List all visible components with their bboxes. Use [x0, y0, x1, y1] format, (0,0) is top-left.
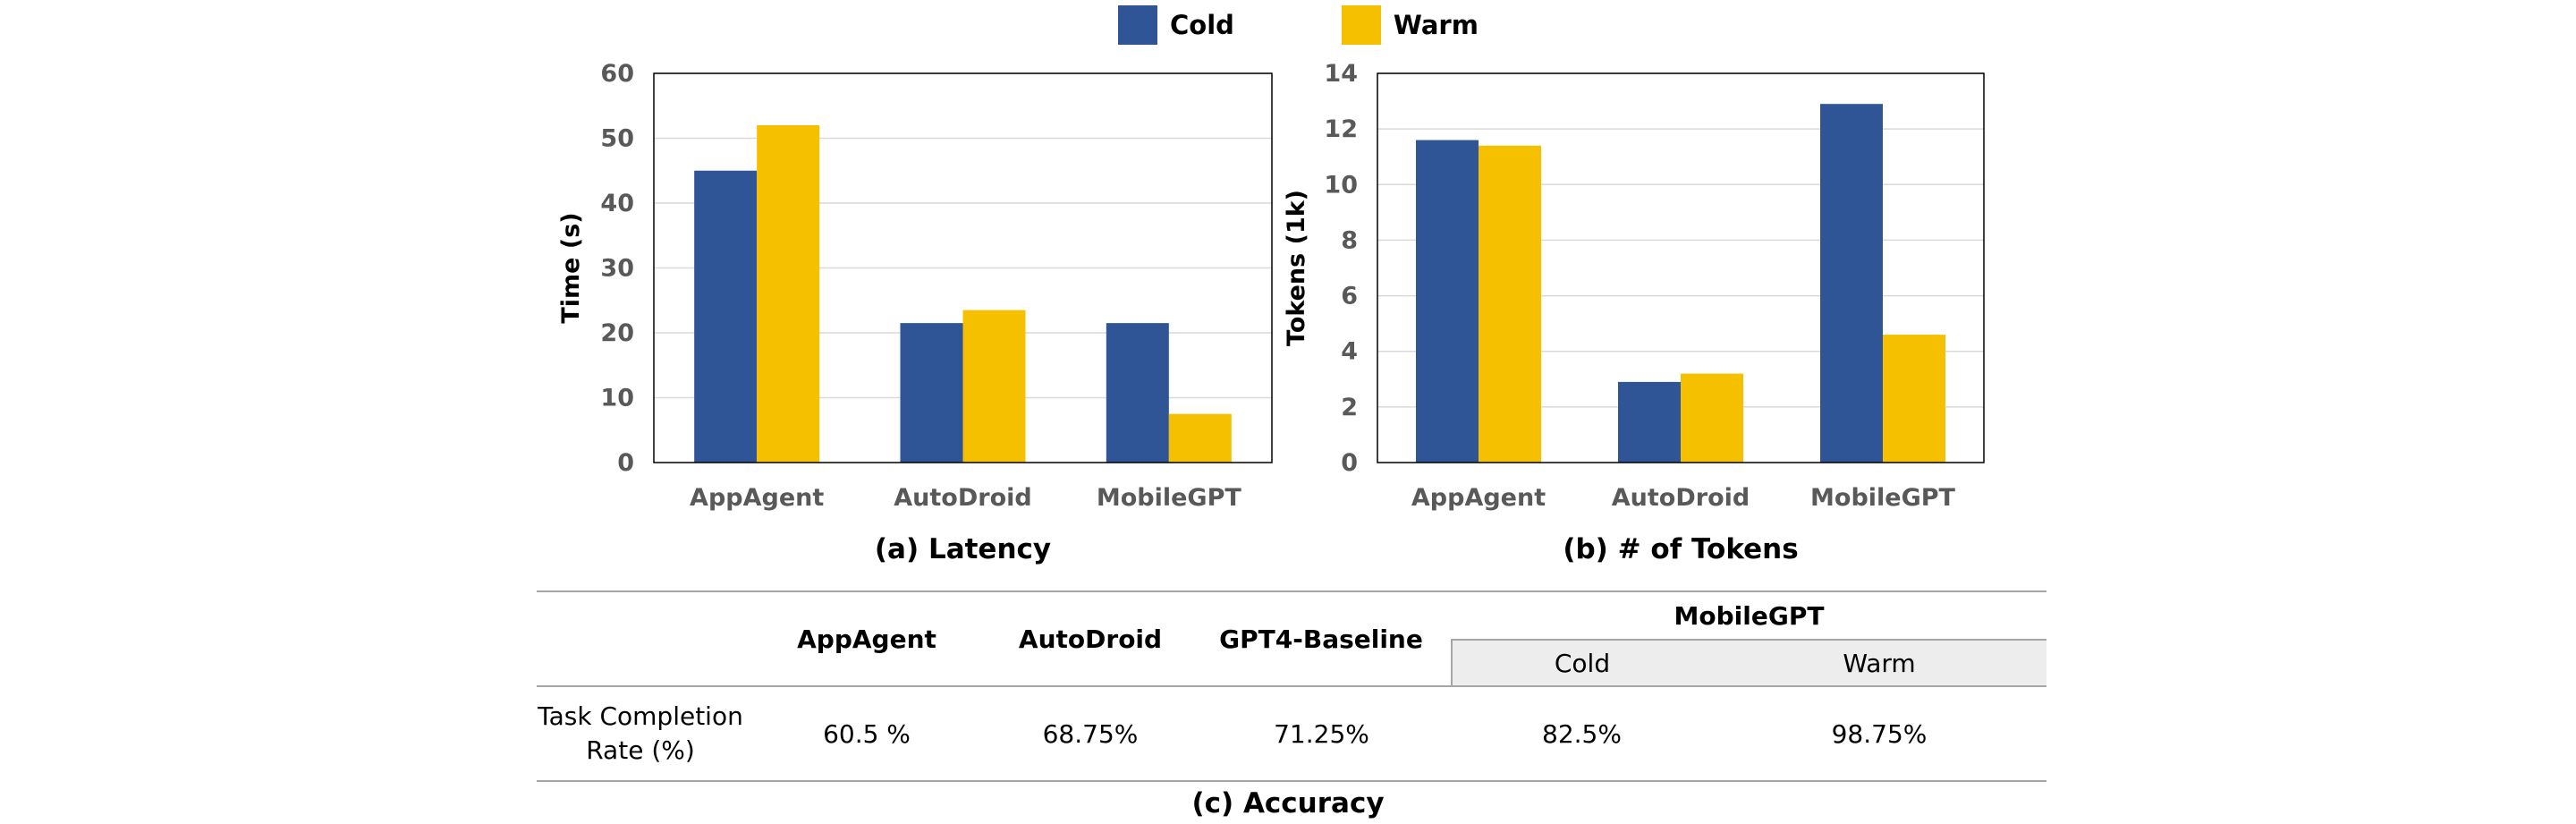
- plot-frame: [653, 72, 1273, 463]
- value-mobilegpt-cold: 82.5%: [1452, 686, 1712, 782]
- bar-warm-mobilegpt: [1883, 335, 1945, 463]
- x-tick-label: MobileGPT: [1097, 484, 1242, 512]
- bar-cold-autodroid: [900, 323, 963, 463]
- bar-cold-mobilegpt: [1820, 104, 1883, 463]
- y-tick-label: 2: [1341, 394, 1358, 421]
- bar-warm-appagent: [757, 125, 820, 463]
- legend-item-warm: Warm: [1341, 5, 1479, 45]
- y-tick-label: 0: [1341, 449, 1358, 477]
- value-appagent: 60.5 %: [744, 686, 989, 782]
- header-appagent: AppAgent: [744, 590, 989, 687]
- legend-label-warm: Warm: [1393, 10, 1479, 40]
- x-tick-label: AppAgent: [690, 484, 824, 512]
- accuracy-caption: (c) Accuracy: [1191, 787, 1385, 820]
- bar-warm-appagent: [1479, 145, 1541, 463]
- x-tick-label: MobileGPT: [1810, 484, 1956, 512]
- row-label-line1: Task Completion: [538, 701, 743, 731]
- table-subheader-row: Cold Warm: [537, 640, 2046, 687]
- y-axis-label: Time (s): [557, 212, 585, 323]
- y-tick-label: 40: [600, 190, 634, 217]
- y-tick-label: 8: [1341, 226, 1358, 254]
- row-label: Task Completion Rate (%): [537, 686, 744, 782]
- x-tick-label: AutoDroid: [1612, 484, 1750, 512]
- y-tick-label: 20: [600, 319, 634, 347]
- bar-cold-appagent: [1416, 140, 1479, 463]
- y-tick-label: 60: [600, 60, 634, 88]
- bar-cold-autodroid: [1618, 381, 1681, 463]
- legend-swatch-warm: [1341, 5, 1381, 45]
- x-tick-label: AutoDroid: [894, 484, 1031, 512]
- table-row: Task Completion Rate (%) 60.5 % 68.75% 7…: [537, 686, 2046, 782]
- value-autodroid: 68.75%: [989, 686, 1191, 782]
- value-gpt4-baseline: 71.25%: [1191, 686, 1452, 782]
- y-tick-label: 0: [617, 449, 634, 477]
- tokens-chart: 0 2 4 6 8 10 12 14 AppAgent AutoDroid MobileGPT Tok…: [1283, 60, 1985, 565]
- legend-item-cold: Cold: [1118, 5, 1234, 45]
- latency-chart: 0 10 20 30 40 50 60 AppAgent AutoDroid MobileGPT T…: [557, 60, 1273, 565]
- bar-cold-appagent: [694, 170, 758, 463]
- y-tick-label: 4: [1341, 338, 1358, 366]
- y-tick-label: 30: [600, 255, 634, 283]
- bar-warm-mobilegpt: [1168, 413, 1232, 463]
- header-autodroid: AutoDroid: [989, 590, 1191, 687]
- legend-swatch-cold: [1118, 5, 1157, 45]
- header-mobilegpt: MobileGPT: [1452, 590, 2046, 641]
- table-header-row: AppAgent AutoDroid GPT4-Baseline MobileG…: [537, 590, 2046, 687]
- table-corner-cell: [537, 590, 744, 687]
- bar-warm-autodroid: [962, 310, 1026, 463]
- y-tick-label: 12: [1324, 115, 1358, 143]
- y-tick-label: 10: [600, 385, 634, 412]
- chart-caption: (b) # of Tokens: [1563, 533, 1798, 565]
- row-label-line2: Rate (%): [586, 735, 695, 765]
- y-axis-label: Tokens (1k): [1283, 190, 1310, 346]
- y-tick-label: 50: [600, 125, 634, 153]
- chart-caption: (a) Latency: [875, 533, 1051, 565]
- x-tick-label: AppAgent: [1411, 484, 1546, 512]
- chart-legend: Cold Warm: [1118, 0, 1586, 50]
- plot-frame: [1377, 72, 1985, 463]
- header-gpt4-baseline: GPT4-Baseline: [1191, 590, 1452, 687]
- subheader-cold: Cold: [1451, 640, 1712, 687]
- bar-warm-autodroid: [1681, 373, 1743, 463]
- legend-label-cold: Cold: [1170, 10, 1234, 40]
- accuracy-table: AppAgent AutoDroid GPT4-Baseline MobileG…: [537, 590, 2046, 782]
- y-tick-label: 10: [1324, 171, 1358, 199]
- bar-cold-mobilegpt: [1106, 323, 1169, 463]
- subheader-warm: Warm: [1712, 640, 2046, 687]
- y-tick-label: 6: [1341, 283, 1358, 310]
- y-tick-label: 14: [1324, 60, 1358, 88]
- value-mobilegpt-warm: 98.75%: [1712, 686, 2046, 782]
